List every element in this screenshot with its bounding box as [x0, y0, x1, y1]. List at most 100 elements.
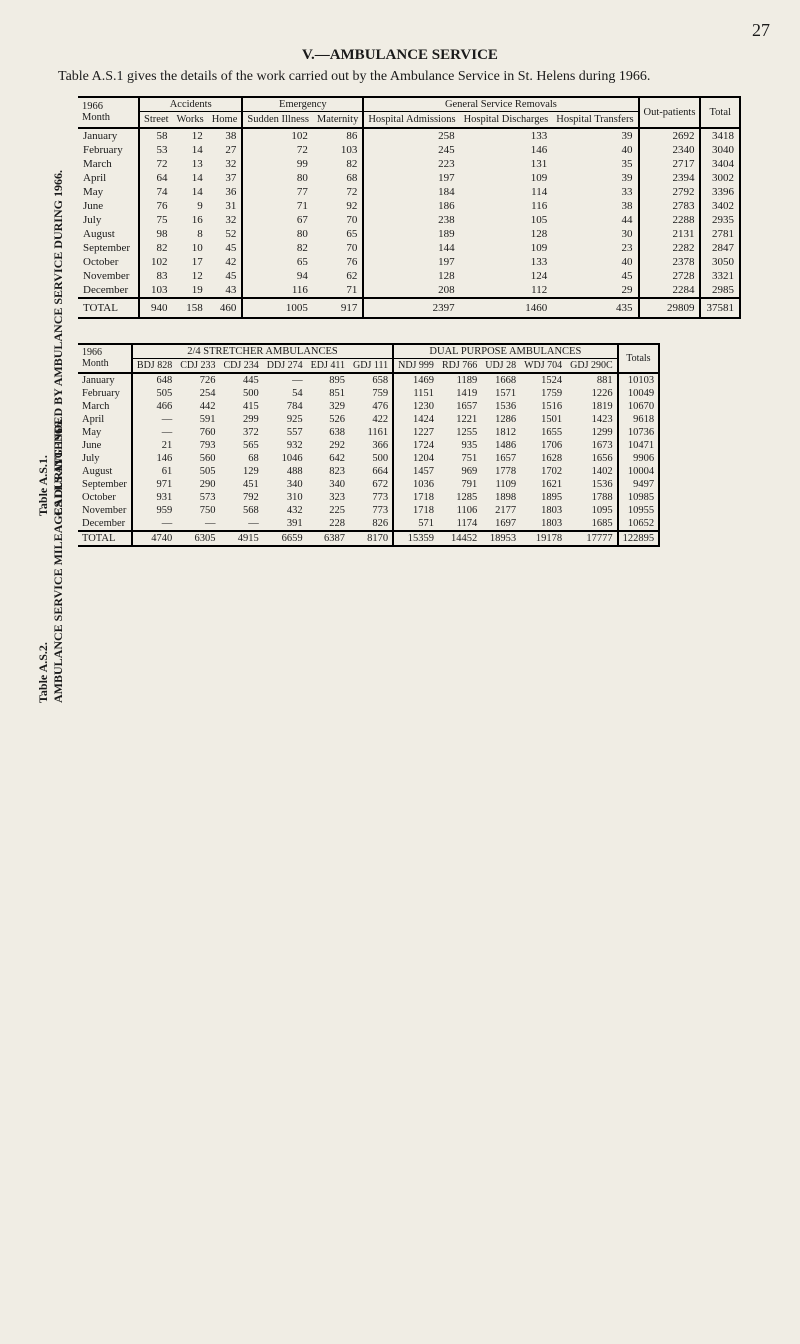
t1-cell: 3418 [700, 128, 740, 143]
t1-cell: 102 [242, 128, 313, 143]
t1-cell: 44 [552, 213, 638, 227]
t1-cell: 38 [208, 128, 243, 143]
t1-cell: 2282 [639, 241, 701, 255]
t2-cell: 500 [349, 452, 393, 465]
t2-total-cell: 18953 [481, 531, 520, 546]
t2-cell: 340 [263, 478, 307, 491]
t1-col-2: Home [208, 111, 243, 128]
t2-col-1: CDJ 233 [176, 358, 219, 373]
t1-col-3: Sudden Illness [242, 111, 313, 128]
t1-cell: 45 [208, 269, 243, 283]
t1-col-1: Works [173, 111, 208, 128]
t1-total-cell: 29809 [639, 298, 701, 318]
t1-month: December [78, 283, 139, 298]
t2-cell: 422 [349, 413, 393, 426]
t2-cell: 1656 [566, 452, 618, 465]
t2-cell: 1174 [438, 517, 481, 531]
t2-cell: 2177 [481, 504, 520, 517]
t1-cell: 2781 [700, 227, 740, 241]
t1-cell: 40 [552, 255, 638, 269]
t2-cell: 432 [263, 504, 307, 517]
t1-cell: 38 [552, 199, 638, 213]
t1-total-cell: 37581 [700, 298, 740, 318]
t2-cell: 1759 [520, 387, 566, 400]
t2-cell: 1788 [566, 491, 618, 504]
t2-cell: 10985 [618, 491, 660, 504]
year-header-2: 1966Month [78, 344, 132, 373]
t1-cell: 98 [139, 227, 173, 241]
t2-cell: 329 [307, 400, 349, 413]
t2-cell: 1718 [393, 504, 438, 517]
t1-cell: 208 [363, 283, 459, 298]
t2-cell: 505 [176, 465, 219, 478]
t2-cell: 442 [176, 400, 219, 413]
t2-col-4: EDJ 411 [307, 358, 349, 373]
t2-cell: 672 [349, 478, 393, 491]
t2-cell: 751 [438, 452, 481, 465]
t2-cell: 323 [307, 491, 349, 504]
t2-cell: 1457 [393, 465, 438, 478]
t1-cell: 31 [208, 199, 243, 213]
t1-total-cell: 940 [139, 298, 173, 318]
t2-cell: 1706 [520, 439, 566, 452]
t1-cell: 35 [552, 157, 638, 171]
t2-cell: 638 [307, 426, 349, 439]
t1-cell: 105 [460, 213, 553, 227]
t2-month: January [78, 373, 132, 387]
t2-cell: 1685 [566, 517, 618, 531]
t2-cell: 1571 [481, 387, 520, 400]
group-dual: DUAL PURPOSE AMBULANCES [393, 344, 618, 359]
t2-cell: 225 [307, 504, 349, 517]
t1-cell: 40 [552, 143, 638, 157]
t2-cell: 1536 [481, 400, 520, 413]
t2-cell: 759 [349, 387, 393, 400]
t1-cell: 2935 [700, 213, 740, 227]
table-as2-wrap: Table A.S.2.AMBULANCE SERVICE MILEAGES D… [30, 343, 770, 547]
t1-cell: 2717 [639, 157, 701, 171]
t2-month: December [78, 517, 132, 531]
t1-total-cell: 917 [313, 298, 363, 318]
t2-cell: 228 [307, 517, 349, 531]
t1-cell: 72 [139, 157, 173, 171]
t2-cell: 445 [220, 373, 263, 387]
t2-cell: — [132, 413, 176, 426]
t2-col-6: NDJ 999 [393, 358, 438, 373]
t1-cell: 3402 [700, 199, 740, 213]
t1-cell: 70 [313, 213, 363, 227]
t2-cell: 1204 [393, 452, 438, 465]
t1-cell: 13 [173, 157, 208, 171]
t1-cell: 10 [173, 241, 208, 255]
t2-cell: 557 [263, 426, 307, 439]
t1-month: January [78, 128, 139, 143]
t2-cell: 1697 [481, 517, 520, 531]
t1-cell: 258 [363, 128, 459, 143]
t1-cell: 65 [313, 227, 363, 241]
t1-cell: 3396 [700, 185, 740, 199]
t1-cell: 80 [242, 227, 313, 241]
t1-cell: 146 [460, 143, 553, 157]
t2-month: October [78, 491, 132, 504]
t2-cell: 61 [132, 465, 176, 478]
t1-col-4: Maternity [313, 111, 363, 128]
t2-cell: 1046 [263, 452, 307, 465]
t1-cell: 109 [460, 241, 553, 255]
table-as1: 1966Month Accidents Emergency General Se… [78, 96, 741, 319]
t2-cell: 1161 [349, 426, 393, 439]
t1-cell: 19 [173, 283, 208, 298]
t1-col-5: Hospital Admissions [363, 111, 459, 128]
t1-cell: 30 [552, 227, 638, 241]
t1-cell: 2340 [639, 143, 701, 157]
t1-cell: 2847 [700, 241, 740, 255]
t2-month: July [78, 452, 132, 465]
t1-cell: 64 [139, 171, 173, 185]
t2-cell: 129 [220, 465, 263, 478]
t1-cell: 189 [363, 227, 459, 241]
t2-cell: 1221 [438, 413, 481, 426]
t2-cell: 658 [349, 373, 393, 387]
t2-cell: 1151 [393, 387, 438, 400]
t2-cell: 1819 [566, 400, 618, 413]
t2-cell: 505 [132, 387, 176, 400]
t2-cell: 1718 [393, 491, 438, 504]
t1-cell: 58 [139, 128, 173, 143]
t2-cell: 773 [349, 504, 393, 517]
